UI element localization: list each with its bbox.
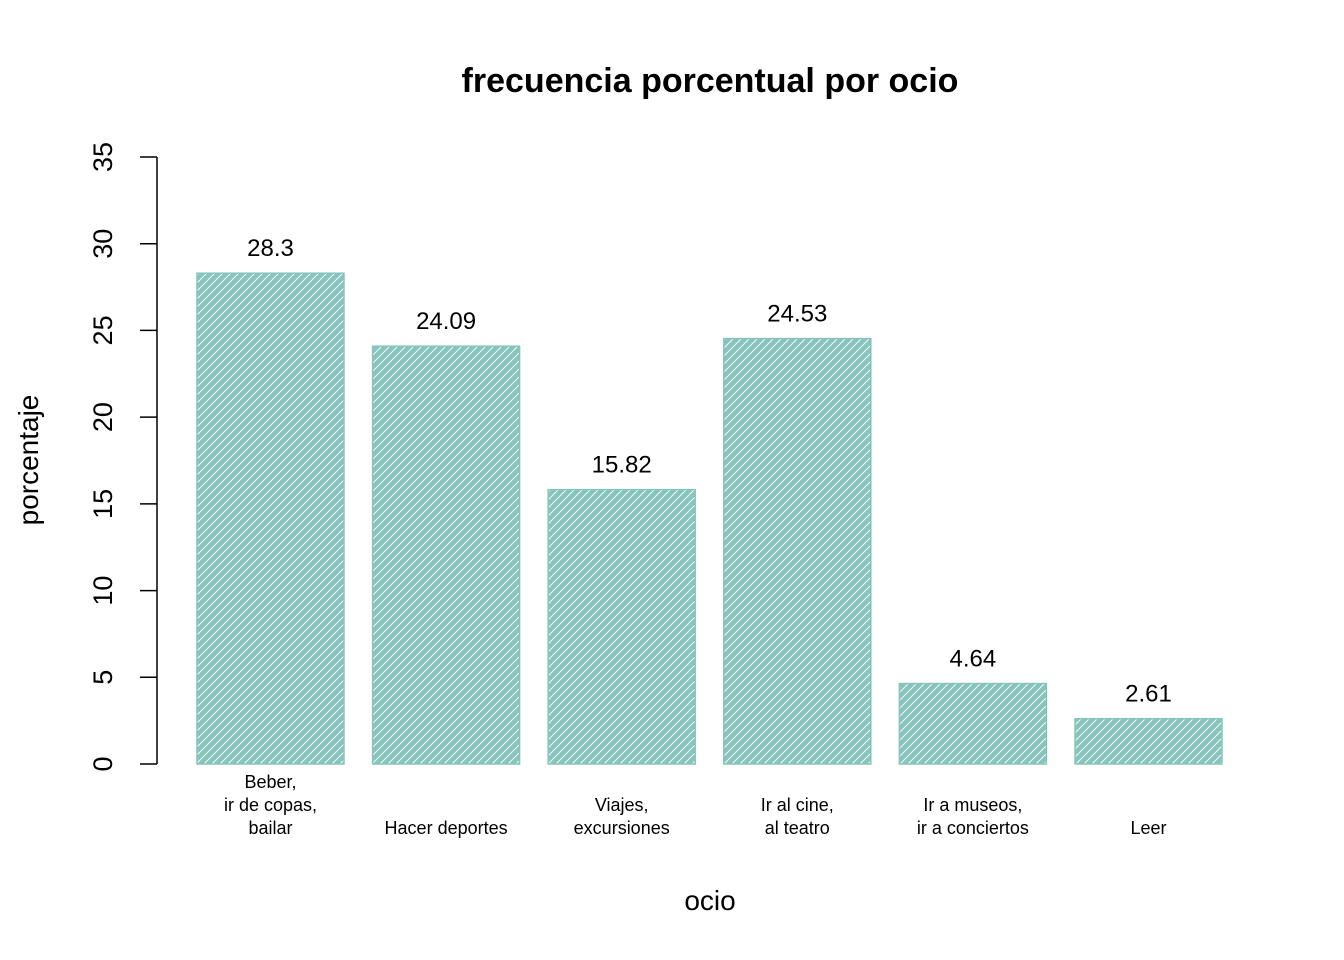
category-label-line: Viajes, xyxy=(595,795,649,815)
y-tick-label: 15 xyxy=(88,489,118,519)
data-labels: 28.3 24.09 15.82 24.53 4.64 2.61 xyxy=(247,235,1172,708)
bar-hatch xyxy=(196,272,345,765)
data-label: 4.64 xyxy=(950,646,997,673)
y-axis-label: porcentaje xyxy=(13,395,44,526)
category-label-line: bailar xyxy=(248,818,292,838)
category-label-line: Ir al cine, xyxy=(761,795,834,815)
category-label: Hacer deportes xyxy=(385,818,508,838)
bar-hatch xyxy=(898,682,1048,765)
category-label: Ir a museos, ir a conciertos xyxy=(917,795,1029,838)
bar-hatch xyxy=(547,488,696,765)
bar-hatch xyxy=(371,345,521,765)
y-tick-label: 35 xyxy=(88,142,118,172)
bars xyxy=(196,272,1223,765)
category-label-line: al teatro xyxy=(765,818,830,838)
category-label: Viajes, excursiones xyxy=(574,795,670,838)
y-tick-label: 5 xyxy=(88,670,118,685)
category-label-line: ir de copas, xyxy=(224,795,317,815)
bar-hatch xyxy=(1074,717,1223,765)
category-label-line: Ir a museos, xyxy=(923,795,1022,815)
category-label-line: Hacer deportes xyxy=(385,818,508,838)
data-label: 24.53 xyxy=(767,301,827,328)
category-label: Beber, ir de copas, bailar xyxy=(224,772,317,838)
y-tick-label: 20 xyxy=(88,402,118,432)
data-label: 15.82 xyxy=(592,452,652,479)
category-label-line: Leer xyxy=(1130,818,1166,838)
data-label: 28.3 xyxy=(247,235,294,262)
category-label-line: ir a conciertos xyxy=(917,818,1029,838)
category-label-line: Beber, xyxy=(244,772,296,792)
y-tick-label: 10 xyxy=(88,576,118,606)
chart-title: frecuencia porcentual por ocio xyxy=(462,62,959,100)
y-tick-label: 25 xyxy=(88,315,118,345)
data-label: 2.61 xyxy=(1125,681,1172,708)
category-label-line: excursiones xyxy=(574,818,670,838)
data-label: 24.09 xyxy=(416,308,476,335)
bar-hatch xyxy=(723,337,872,765)
y-tick-label: 0 xyxy=(88,756,118,771)
category-labels: Beber, ir de copas, bailar Hacer deportes Vi… xyxy=(224,772,1167,838)
y-axis: 0 5 10 15 20 25 30 35 xyxy=(88,142,158,772)
category-label: Leer xyxy=(1130,818,1166,838)
y-tick-label: 30 xyxy=(88,229,118,259)
category-label: Ir al cine, al teatro xyxy=(761,795,834,838)
x-axis-label: ocio xyxy=(684,885,735,916)
